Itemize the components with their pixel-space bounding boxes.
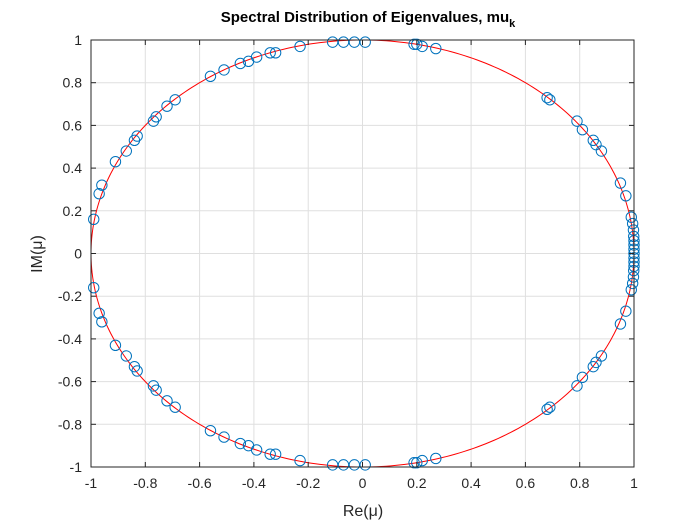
y-tick-label: -1	[70, 459, 83, 475]
data-point	[544, 94, 556, 106]
y-tick-label: -0.6	[58, 374, 82, 390]
data-point	[626, 277, 639, 290]
data-point	[595, 350, 608, 362]
x-tick-label: -0.4	[242, 475, 266, 491]
y-tick-label: -0.2	[58, 288, 82, 304]
data-point	[109, 339, 122, 352]
x-tick-label: 0.4	[461, 475, 481, 491]
data-point	[161, 100, 173, 112]
data-point	[109, 155, 122, 168]
data-point	[96, 179, 108, 191]
y-tick-label: -0.8	[58, 416, 82, 432]
data-point	[264, 47, 276, 59]
data-point	[544, 401, 556, 413]
data-point	[120, 350, 132, 362]
y-tick-label: 0.8	[63, 75, 83, 91]
data-point	[408, 457, 420, 469]
data-point	[88, 213, 100, 226]
ticks	[90, 39, 635, 468]
x-tick-label: -1	[85, 475, 98, 491]
data-point	[620, 190, 632, 202]
x-tick-label: 0.2	[407, 475, 427, 491]
data-point	[627, 271, 640, 283]
data-point	[620, 305, 632, 317]
data-point	[411, 38, 423, 50]
x-tick-label: 0	[359, 475, 367, 491]
data-point	[411, 457, 423, 469]
data-point	[416, 40, 428, 53]
data-point	[576, 123, 589, 136]
data-point	[264, 448, 276, 460]
data-point	[541, 91, 553, 104]
data-point	[269, 47, 282, 59]
data-point	[96, 316, 108, 328]
data-point	[326, 36, 339, 48]
data-point	[169, 94, 181, 106]
y-tick-label: 0.2	[63, 203, 83, 219]
data-point	[541, 403, 553, 416]
data-point	[161, 395, 173, 407]
chart-title-main: Spectral Distribution of Eigenvalues, mu	[221, 9, 509, 26]
x-tick-label: 1	[630, 475, 638, 491]
data-point	[294, 40, 306, 53]
data-point	[218, 431, 230, 443]
data-point	[128, 134, 141, 147]
data-point	[204, 425, 217, 437]
data-point	[614, 318, 627, 330]
data-point	[234, 57, 247, 70]
data-point	[625, 284, 637, 296]
data-point	[234, 437, 247, 450]
x-axis-label: Re(μ)	[343, 503, 383, 520]
data-point	[294, 454, 306, 467]
x-tick-label: 0.6	[516, 475, 536, 491]
x-tick-labels: -1 -0.8 -0.6 -0.4 -0.2 0 0.2 0.4 0.6 0.8 1	[85, 475, 638, 491]
y-tick-label: 0.6	[63, 117, 83, 133]
chart-title: Spectral Distribution of Eigenvalues, mu…	[221, 9, 516, 30]
data-point	[430, 452, 442, 465]
data-point	[150, 384, 162, 396]
x-tick-label: -0.2	[296, 475, 320, 491]
data-point	[218, 64, 230, 76]
data-point	[131, 365, 143, 377]
y-tick-labels: -1 -0.8 -0.6 -0.4 -0.2 0 0.2 0.4 0.6 0.8 1	[58, 32, 82, 475]
data-point	[93, 307, 105, 319]
data-point	[571, 115, 583, 127]
chart-title-subscript: k	[509, 18, 516, 30]
y-tick-label: 0.4	[63, 160, 83, 176]
data-point	[359, 459, 371, 471]
data-point	[120, 145, 132, 157]
data-point	[242, 55, 255, 68]
data-point	[614, 177, 627, 189]
data-point	[204, 70, 217, 82]
data-point	[169, 401, 181, 413]
y-tick-label: 0	[74, 246, 82, 262]
data-points	[88, 36, 640, 471]
data-point	[147, 115, 160, 127]
data-point	[269, 448, 282, 460]
data-point	[430, 42, 442, 55]
data-point	[571, 380, 583, 392]
data-point	[250, 444, 263, 456]
data-point	[408, 38, 420, 50]
data-point	[93, 188, 105, 200]
x-tick-label: -0.6	[188, 475, 212, 491]
y-tick-label: -0.4	[58, 331, 82, 347]
data-point	[416, 454, 428, 467]
data-point	[576, 371, 589, 384]
x-tick-label: 0.8	[570, 475, 590, 491]
x-tick-label: -0.8	[133, 475, 157, 491]
data-point	[626, 217, 639, 230]
data-point	[595, 145, 608, 157]
data-point	[88, 281, 100, 294]
data-point	[625, 211, 637, 223]
y-axis-label: IM(μ)	[29, 235, 46, 273]
y-tick-label: 1	[74, 32, 82, 48]
